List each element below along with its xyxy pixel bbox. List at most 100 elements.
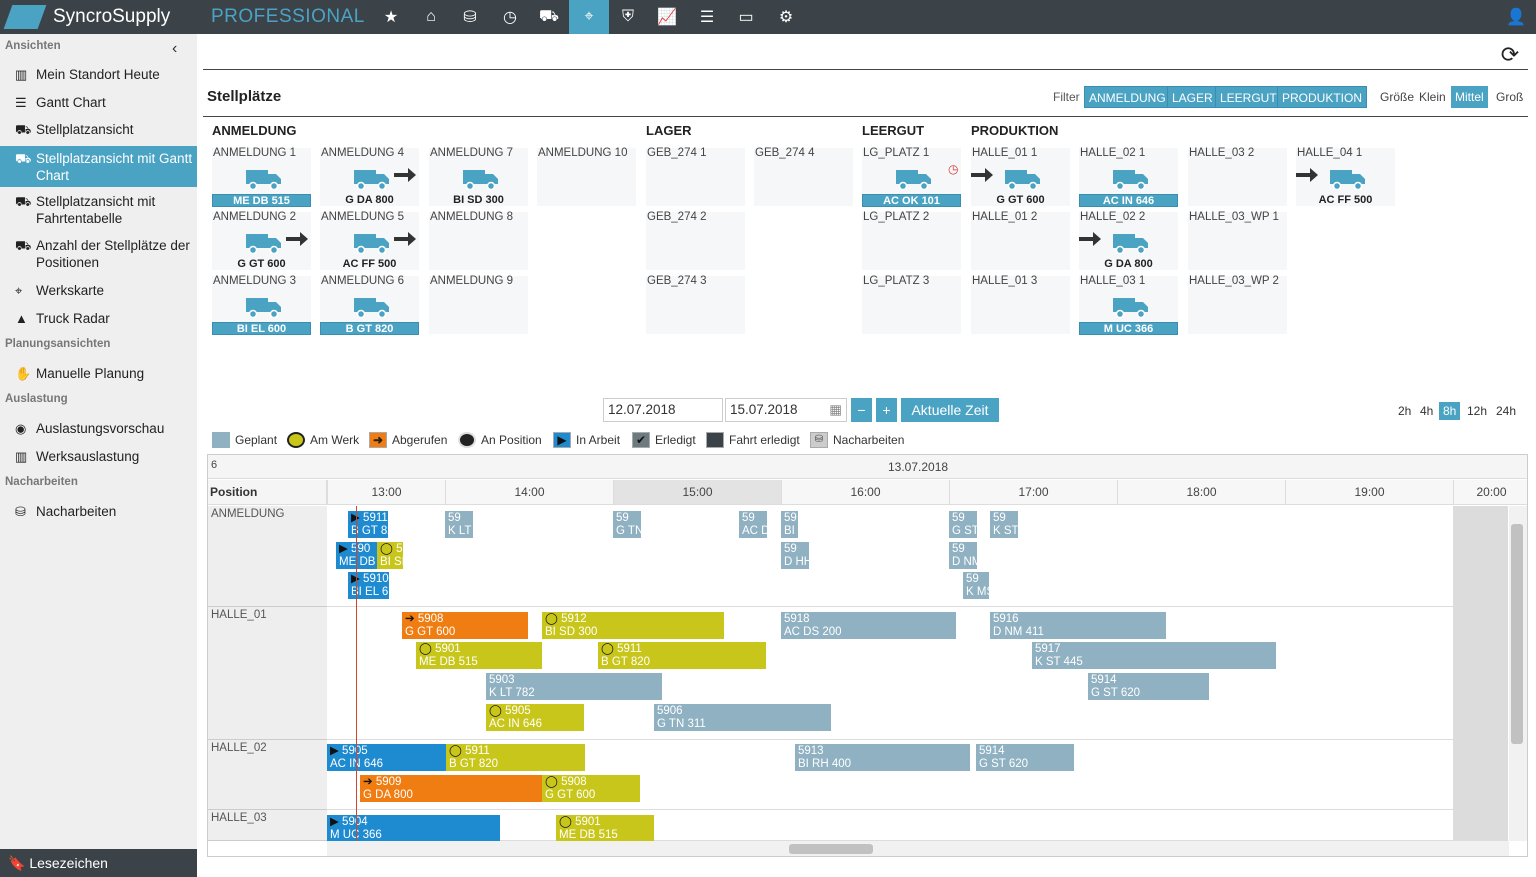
shield-icon[interactable]: ⛨ <box>621 8 634 25</box>
star-icon[interactable]: ★ <box>383 9 399 26</box>
zoom-12h-button[interactable]: 12h <box>1467 404 1488 418</box>
zoom-2h-button[interactable]: 2h <box>1398 404 1412 418</box>
gantt-bar[interactable]: 59 G TN <box>613 511 641 538</box>
gantt-bar[interactable]: 5918 AC DS 200 <box>781 612 956 639</box>
gantt-bar[interactable]: ➔ 5908 G GT 600 <box>402 612 528 639</box>
gantt-bar[interactable]: 5913 BI RH 400 <box>795 744 970 771</box>
filter-leergut-button[interactable]: LEERGUT <box>1215 86 1282 108</box>
zoom-8h-button[interactable]: 8h <box>1439 402 1461 420</box>
gantt-bar[interactable]: 59 G ST <box>949 511 977 538</box>
gantt-bar[interactable]: ▶ 5905 AC IN 646 <box>327 744 446 771</box>
slot-h011[interactable]: HALLE_01 1 G GT 600 <box>971 147 1070 206</box>
slot-anm5[interactable]: ANMELDUNG 5 AC FF 500 <box>320 211 419 270</box>
sidebar-item-gantt-chart[interactable]: ☰ Gantt Chart <box>0 94 197 116</box>
slot-anm10[interactable]: ANMELDUNG 10 <box>537 147 636 206</box>
scrollbar-thumb[interactable] <box>789 844 873 854</box>
plus-button[interactable]: + <box>876 398 897 422</box>
date-from-input[interactable]: 12.07.2018 <box>603 398 723 422</box>
gantt-bar[interactable]: ◯ 5911 B GT 820 <box>598 642 766 669</box>
date-to-input[interactable]: 15.07.2018 ▦ <box>725 398 847 422</box>
gantt-bar[interactable]: 59K MS <box>963 572 989 599</box>
vertical-scrollbar[interactable] <box>1509 506 1527 841</box>
sidebar-item-auslastungsvorschau[interactable]: ◉ Auslastungsvorschau <box>0 420 197 442</box>
collapse-sidebar-icon[interactable]: ‹ <box>172 40 178 57</box>
gantt-bar[interactable]: 5903 K LT 782 <box>486 673 662 700</box>
sidebar-item-stellplatzansicht[interactable]: ⛟ Stellplatzansicht <box>0 121 197 143</box>
gantt-bar[interactable]: 59D NM <box>949 542 977 569</box>
sidebar-item-stellplatzansicht-fahrten[interactable]: ⛟ Stellplatzansicht mit Fahrtentabelle <box>0 193 197 229</box>
horizontal-scrollbar[interactable] <box>327 841 1509 856</box>
zoom-4h-button[interactable]: 4h <box>1420 404 1434 418</box>
slot-geb3[interactable]: GEB_274 3 <box>646 275 745 334</box>
slot-lg2[interactable]: LG_PLATZ 2 <box>862 211 961 270</box>
filter-anmeldung-button[interactable]: ANMELDUNG <box>1084 86 1171 108</box>
sidebar-item-truck-radar[interactable]: ▲ Truck Radar <box>0 310 197 332</box>
slot-h03wp2[interactable]: HALLE_03_WP 2 <box>1188 275 1287 334</box>
current-time-button[interactable]: Aktuelle Zeit <box>901 398 999 422</box>
slot-h012[interactable]: HALLE_01 2 <box>971 211 1070 270</box>
sidebar-item-mein-standort[interactable]: ▥ Mein Standort Heute <box>0 66 197 88</box>
database-icon[interactable]: ☰ <box>699 9 715 26</box>
gantt-bar[interactable]: 5906 G TN 311 <box>654 704 831 731</box>
slot-h041[interactable]: HALLE_04 1 AC FF 500 <box>1296 147 1395 206</box>
size-mittel-button[interactable]: Mittel <box>1451 86 1488 108</box>
slot-h03wp1[interactable]: HALLE_03_WP 1 <box>1188 211 1287 270</box>
truck-icon[interactable]: ⛟ <box>538 8 560 25</box>
sidebar-item-stellplatzansicht-gantt[interactable]: ⛟ Stellplatzansicht mit Gantt Chart <box>0 146 197 187</box>
gantt-bar[interactable]: 59 K LT <box>445 511 473 538</box>
sidebar-item-werkskarte[interactable]: ⌖ Werkskarte <box>0 282 197 304</box>
gantt-bar[interactable]: ◯ 5905 AC IN 646 <box>486 704 584 731</box>
gantt-bar[interactable]: 5914 G ST 620 <box>976 744 1074 771</box>
slot-anm9[interactable]: ANMELDUNG 9 <box>429 275 528 334</box>
minus-button[interactable]: − <box>851 398 872 422</box>
gantt-bar[interactable]: 5914 G ST 620 <box>1088 673 1209 700</box>
zoom-24h-button[interactable]: 24h <box>1496 404 1517 418</box>
gantt-bar[interactable]: ◯ 5912 BI SD 300 <box>542 612 724 639</box>
gantt-bar[interactable]: 59 K ST <box>990 511 1018 538</box>
network-icon[interactable]: ⛁ <box>463 9 477 26</box>
home-icon[interactable]: ⌂ <box>426 8 436 25</box>
gantt-bar[interactable]: ◯ 5908 G GT 600 <box>542 775 640 802</box>
gantt-bar[interactable]: 5917 K ST 445 <box>1032 642 1276 669</box>
slot-anm3[interactable]: ANMELDUNG 3 BI EL 600 <box>212 275 311 335</box>
slot-anm2[interactable]: ANMELDUNG 2 G GT 600 <box>212 211 311 270</box>
gantt-bar[interactable]: ➔ 5909 G DA 800 <box>360 775 543 802</box>
gantt-bar[interactable]: ◯ 5901 ME DB 515 <box>416 642 542 669</box>
size-gross-button[interactable]: Groß <box>1496 90 1524 104</box>
chart-line-icon[interactable]: 📈 <box>657 9 677 26</box>
filter-lager-button[interactable]: LAGER <box>1167 86 1218 108</box>
gantt-bar[interactable]: ◯ 5911 B GT 820 <box>446 744 585 771</box>
slot-h021[interactable]: HALLE_02 1 AC IN 646 <box>1079 147 1178 207</box>
sidebar-item-nacharbeiten[interactable]: ⛁ Nacharbeiten <box>0 503 197 525</box>
sidebar-item-anzahl-stellplaetze[interactable]: ⛟ Anzahl der Stellplätze der Positionen <box>0 237 197 273</box>
slot-anm8[interactable]: ANMELDUNG 8 <box>429 211 528 270</box>
sidebar-item-manuelle-planung[interactable]: ✋ Manuelle Planung <box>0 365 197 387</box>
calendar-icon[interactable]: ▦ <box>829 402 842 417</box>
slot-lg1[interactable]: LG_PLATZ 1 AC OK 101 ◷ <box>862 147 961 207</box>
gantt-bar[interactable]: 59D HH <box>781 542 809 569</box>
scrollbar-thumb[interactable] <box>1511 524 1523 744</box>
slot-geb1[interactable]: GEB_274 1 <box>646 147 745 206</box>
gears-icon[interactable]: ⚙ <box>778 9 794 26</box>
gantt-bar[interactable]: 5916 D NM 411 <box>990 612 1166 639</box>
gantt-bar[interactable]: 59 AC D <box>739 511 767 538</box>
clock-icon[interactable]: ◷ <box>503 9 517 26</box>
slot-anm7[interactable]: ANMELDUNG 7 BI SD 300 <box>429 147 528 206</box>
filter-produktion-button[interactable]: PRODUKTION <box>1277 86 1368 108</box>
gantt-bar[interactable]: ▶ 5904 M UC 366 <box>327 815 500 842</box>
slot-lg3[interactable]: LG_PLATZ 3 <box>862 275 961 334</box>
slot-geb4[interactable]: GEB_274 4 <box>754 147 853 206</box>
monitor-icon[interactable]: ▭ <box>738 9 754 26</box>
slot-h031[interactable]: HALLE_03 1 M UC 366 <box>1079 275 1178 335</box>
slot-h032[interactable]: HALLE_03 2 <box>1188 147 1287 206</box>
refresh-icon[interactable]: ⟳ <box>1500 42 1520 67</box>
bookmark-button[interactable]: 🔖 Lesezeichen <box>0 849 197 877</box>
user-icon[interactable]: 👤 <box>1506 9 1526 26</box>
slot-h013[interactable]: HALLE_01 3 <box>971 275 1070 334</box>
gantt-bar[interactable]: ▶ 5910 BI EL 6 <box>348 572 389 599</box>
slot-anm6[interactable]: ANMELDUNG 6 B GT 820 <box>320 275 419 335</box>
slot-anm4[interactable]: ANMELDUNG 4 G DA 800 <box>320 147 419 206</box>
